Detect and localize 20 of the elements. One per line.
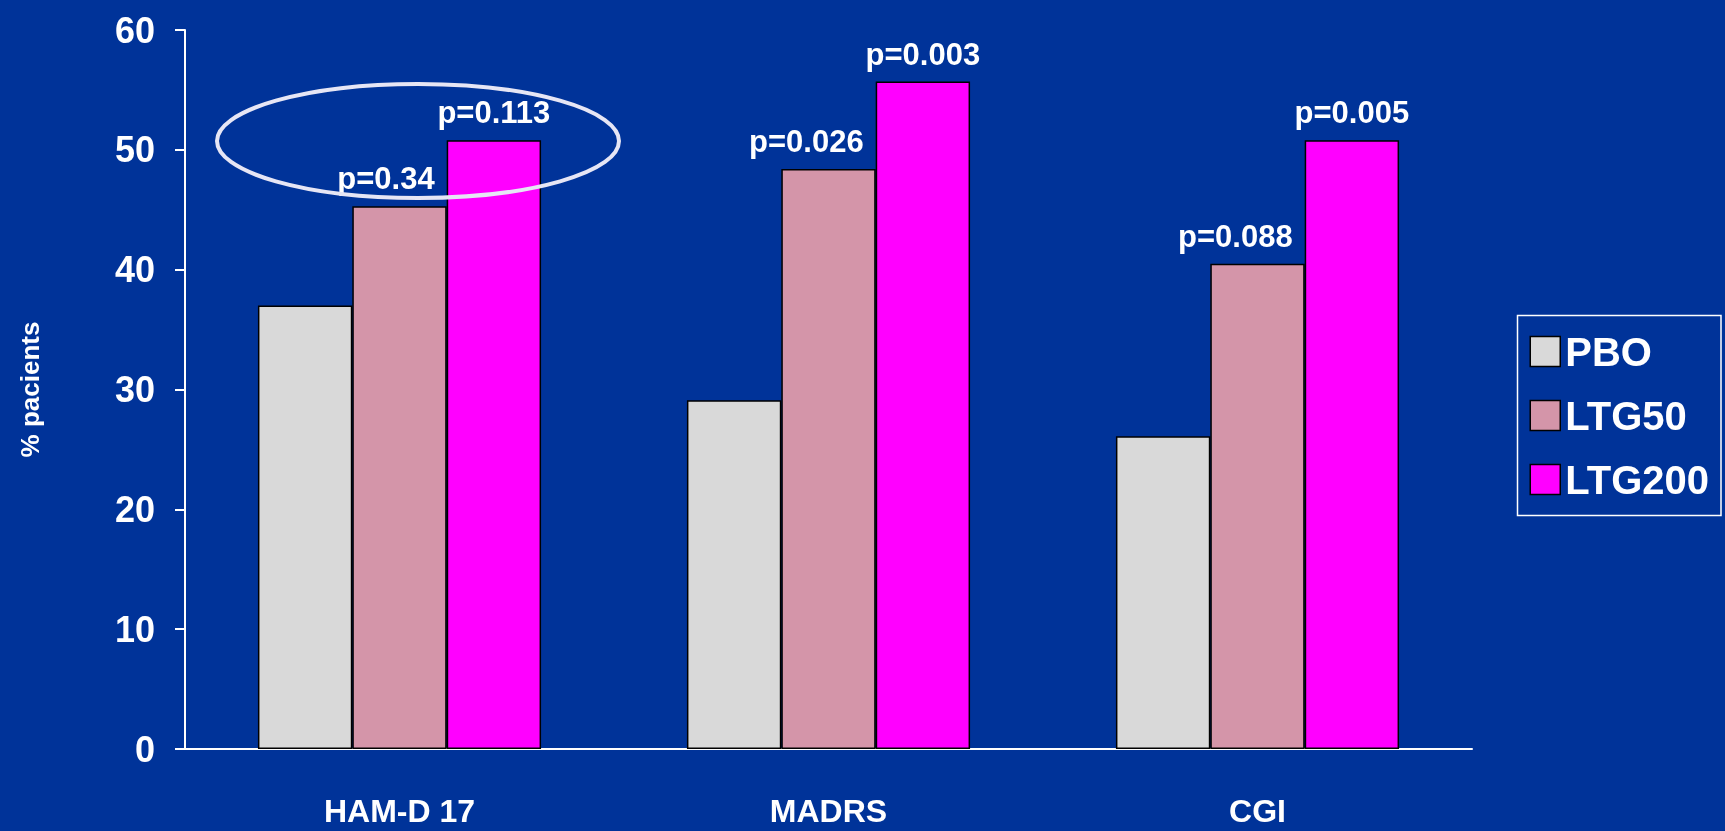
y-tick-label: 10 bbox=[114, 608, 155, 650]
annotation: p=0.026 bbox=[749, 124, 864, 160]
legend-label: LTG50 bbox=[1565, 393, 1687, 438]
x-tick-label: CGI bbox=[1229, 793, 1286, 829]
y-axis-title: % pacients bbox=[15, 321, 45, 458]
x-tick-label: HAM-D 17 bbox=[323, 793, 476, 829]
y-tick-label: 40 bbox=[114, 249, 155, 291]
legend-label: LTG200 bbox=[1565, 457, 1709, 502]
legend-label: PBO bbox=[1565, 329, 1652, 374]
y-tick-label: 50 bbox=[114, 129, 155, 171]
y-tick-label: 60 bbox=[114, 9, 155, 51]
y-tick-label: 20 bbox=[114, 488, 155, 530]
x-tick-label: MADRS bbox=[769, 793, 888, 829]
y-tick-label: 30 bbox=[114, 369, 155, 410]
annotation: p=0.34 bbox=[337, 161, 436, 197]
y-tick-label: 0 bbox=[134, 728, 155, 770]
annotation: p=0.003 bbox=[865, 36, 981, 72]
annotation: p=0.005 bbox=[1294, 95, 1410, 131]
annotation: p=0.088 bbox=[1178, 218, 1293, 254]
annotation: p=0.113 bbox=[437, 95, 551, 131]
